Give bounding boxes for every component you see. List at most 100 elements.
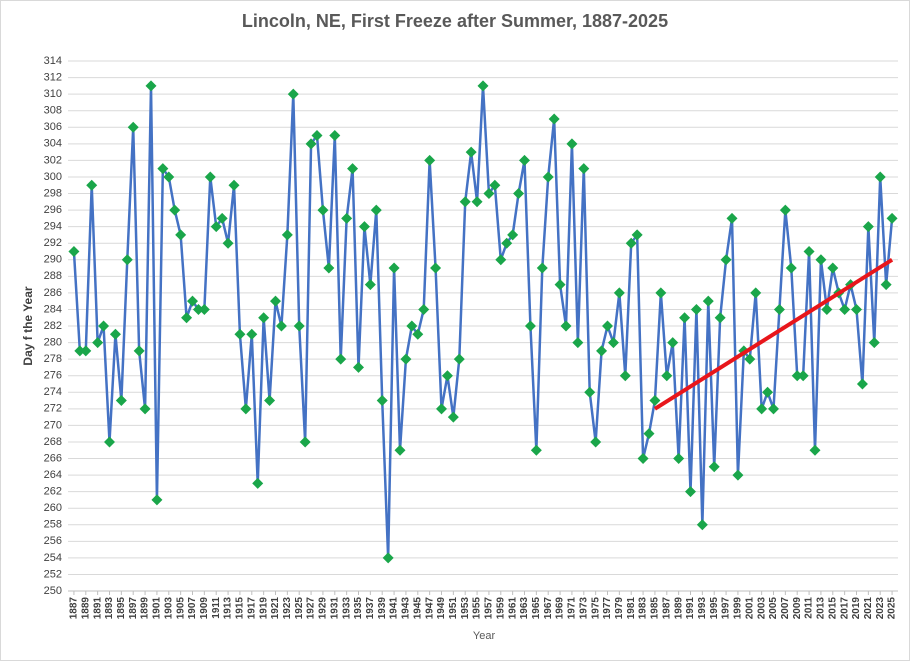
x-tick-label: 1905: [175, 597, 186, 620]
data-point: [163, 171, 175, 183]
y-tick-label: 278: [44, 353, 62, 365]
data-point: [287, 88, 299, 100]
data-point: [376, 395, 388, 407]
x-tick-label: 1977: [602, 597, 613, 620]
data-point: [815, 254, 827, 266]
x-tick-label: 2017: [839, 597, 850, 620]
data-point: [115, 395, 127, 407]
y-tick-label: 298: [44, 187, 62, 199]
x-tick-label: 1935: [353, 597, 364, 620]
y-tick-label: 310: [44, 88, 62, 100]
data-point: [643, 428, 655, 440]
data-point: [275, 320, 287, 332]
x-tick-label: 1945: [412, 597, 423, 620]
data-point: [139, 403, 151, 415]
x-tick-label: 1961: [507, 597, 518, 620]
data-point: [590, 436, 602, 448]
x-tick-label: 1951: [448, 597, 459, 620]
data-point: [311, 130, 323, 142]
x-tick-label: 1949: [436, 597, 447, 620]
x-tick-label: 1947: [424, 597, 435, 620]
data-point: [501, 237, 513, 249]
y-tick-label: 296: [44, 204, 62, 216]
x-tick-label: 1933: [341, 597, 352, 620]
data-point: [198, 303, 210, 315]
x-tick-label: 1997: [721, 597, 732, 620]
y-tick-label: 254: [44, 552, 62, 564]
data-point: [400, 353, 412, 365]
y-tick-label: 302: [44, 154, 62, 166]
x-tick-label: 1995: [709, 597, 720, 620]
x-tick-label: 2009: [792, 597, 803, 620]
x-tick-label: 1999: [733, 597, 744, 620]
y-tick-label: 272: [44, 403, 62, 415]
data-point: [886, 212, 898, 224]
data-point: [495, 254, 507, 266]
data-point: [851, 303, 862, 315]
x-tick-label: 2015: [827, 597, 838, 620]
data-point: [299, 436, 311, 448]
data-point: [424, 154, 436, 166]
data-point: [192, 303, 204, 315]
data-point: [785, 262, 797, 274]
data-point: [181, 312, 193, 324]
data-point: [726, 212, 738, 224]
x-tick-label: 1991: [685, 597, 696, 620]
data-point: [246, 328, 258, 340]
data-point: [133, 345, 145, 357]
data-point: [92, 337, 104, 349]
x-tick-label: 1941: [389, 597, 400, 620]
data-point: [216, 212, 228, 224]
data-point: [625, 237, 637, 249]
data-point: [109, 328, 121, 340]
x-tick-label: 1925: [294, 597, 305, 620]
data-point: [862, 221, 874, 233]
data-point: [779, 204, 791, 216]
data-point: [880, 279, 892, 291]
data-point: [74, 345, 86, 357]
data-point: [412, 328, 424, 340]
data-point: [281, 229, 293, 241]
x-tick-label: 1907: [187, 597, 198, 620]
data-point: [655, 287, 667, 299]
x-tick-label: 1975: [590, 597, 601, 620]
data-point: [607, 337, 619, 349]
data-point: [750, 287, 762, 299]
x-tick-label: 1887: [69, 597, 80, 620]
x-tick-label: 1985: [650, 597, 661, 620]
x-tick-label: 1979: [614, 597, 625, 620]
data-point: [756, 403, 768, 415]
x-tick-label: 2001: [744, 597, 755, 620]
data-point: [524, 320, 536, 332]
data-point: [104, 436, 115, 448]
y-tick-label: 276: [44, 370, 62, 382]
data-point: [80, 345, 92, 357]
y-tick-label: 294: [44, 221, 62, 233]
y-tick-label: 290: [44, 254, 62, 266]
x-tick-label: 2021: [863, 597, 874, 620]
x-tick-label: 1895: [116, 597, 127, 620]
x-tick-label: 2005: [768, 597, 779, 620]
data-point: [637, 453, 649, 464]
y-tick-label: 268: [44, 436, 62, 448]
data-point: [477, 80, 489, 92]
data-point: [679, 312, 691, 324]
data-point: [459, 196, 471, 208]
data-point: [388, 262, 400, 274]
data-point: [584, 386, 596, 398]
y-tick-label: 264: [44, 469, 62, 481]
x-tick-label: 2013: [816, 597, 827, 620]
y-axis-label: Day f the Year: [21, 286, 35, 365]
data-point: [293, 320, 305, 332]
data-point: [649, 395, 661, 407]
data-point: [258, 312, 270, 324]
x-tick-label: 1937: [365, 597, 376, 620]
x-tick-label: 1917: [246, 597, 257, 620]
data-point: [548, 113, 560, 125]
data-point: [453, 353, 465, 365]
data-point: [827, 262, 839, 274]
data-point: [98, 320, 110, 332]
y-tick-label: 256: [44, 535, 62, 547]
data-point: [797, 370, 809, 382]
x-tick-label: 1959: [495, 597, 506, 620]
